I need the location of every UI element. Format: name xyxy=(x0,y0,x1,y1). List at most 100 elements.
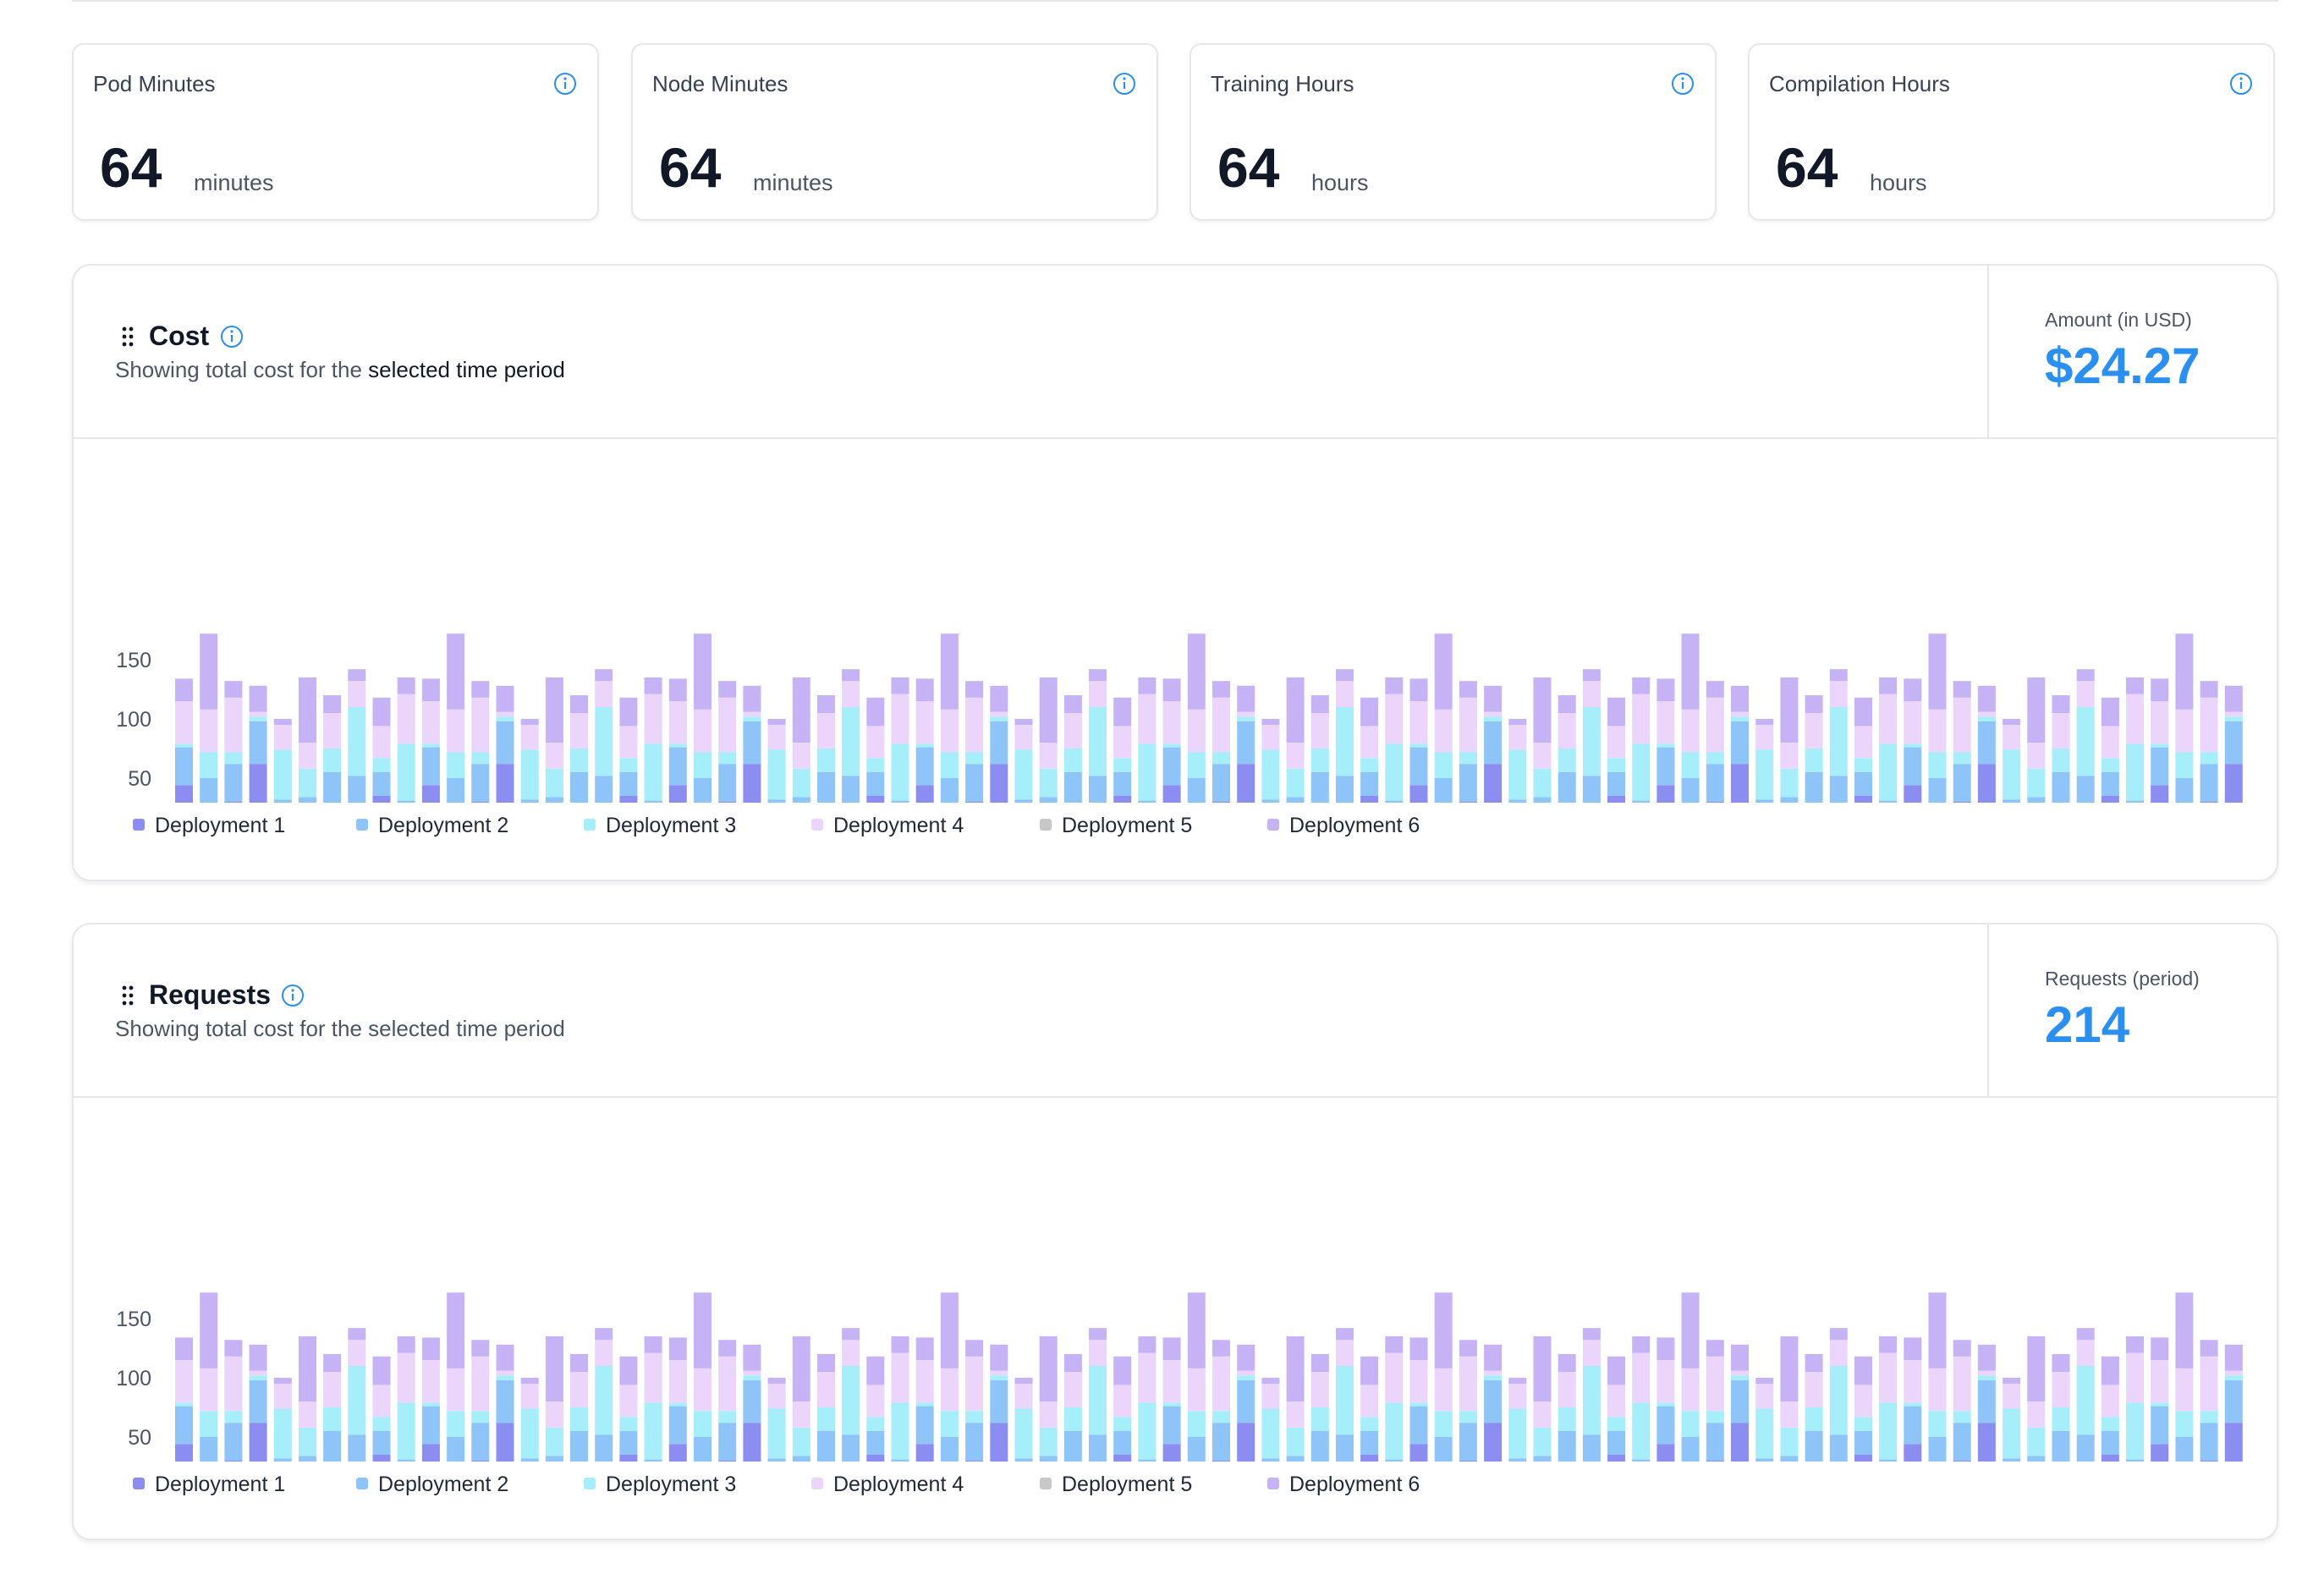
bar-segment[interactable] xyxy=(1977,1423,1996,1462)
bar-segment[interactable] xyxy=(915,743,934,748)
bar-segment[interactable] xyxy=(792,1336,810,1401)
bar-segment[interactable] xyxy=(595,707,613,776)
bar-segment[interactable] xyxy=(299,768,316,798)
bar-segment[interactable] xyxy=(718,752,737,765)
bar-segment[interactable] xyxy=(200,1437,218,1462)
bar-segment[interactable] xyxy=(940,1437,959,1462)
bar-segment[interactable] xyxy=(1409,678,1428,701)
bar-segment[interactable] xyxy=(421,1444,440,1462)
bar-segment[interactable] xyxy=(1138,694,1157,744)
bar-segment[interactable] xyxy=(1286,1427,1305,1456)
bar-segment[interactable] xyxy=(2126,800,2144,803)
bar-segment[interactable] xyxy=(496,721,514,765)
bar-segment[interactable] xyxy=(694,1411,711,1437)
bar-segment[interactable] xyxy=(1582,1340,1601,1366)
bar-segment[interactable] xyxy=(1656,1444,1675,1462)
bar-segment[interactable] xyxy=(224,752,243,765)
bar-segment[interactable] xyxy=(1187,778,1206,803)
bar-segment[interactable] xyxy=(842,681,860,707)
bar-segment[interactable] xyxy=(1286,797,1305,803)
bar-segment[interactable] xyxy=(1286,1401,1305,1428)
bar-segment[interactable] xyxy=(299,743,316,769)
bar-segment[interactable] xyxy=(2101,1356,2119,1385)
bar-segment[interactable] xyxy=(1656,701,1675,744)
bar-segment[interactable] xyxy=(1286,743,1305,769)
bar-segment[interactable] xyxy=(644,743,662,801)
bar-segment[interactable] xyxy=(1039,1456,1058,1462)
bar-segment[interactable] xyxy=(447,709,465,753)
bar-segment[interactable] xyxy=(1829,1434,1848,1462)
bar-segment[interactable] xyxy=(1533,677,1552,743)
bar-segment[interactable] xyxy=(1336,669,1354,682)
bar-segment[interactable] xyxy=(570,695,588,713)
bar-segment[interactable] xyxy=(767,749,786,800)
bar-segment[interactable] xyxy=(175,678,193,701)
bar-segment[interactable] xyxy=(965,1423,984,1461)
bar-segment[interactable] xyxy=(348,1340,366,1366)
bar-segment[interactable] xyxy=(2076,776,2095,803)
bar-segment[interactable] xyxy=(249,1423,267,1462)
bar-segment[interactable] xyxy=(249,1375,267,1380)
bar-segment[interactable] xyxy=(1484,685,1503,712)
bar-segment[interactable] xyxy=(1212,752,1230,765)
bar-segment[interactable] xyxy=(1484,764,1503,803)
bar-segment[interactable] xyxy=(1187,1411,1206,1437)
bar-segment[interactable] xyxy=(249,711,267,717)
bar-segment[interactable] xyxy=(1187,709,1206,753)
bar-segment[interactable] xyxy=(2027,1456,2046,1462)
bar-segment[interactable] xyxy=(1904,701,1922,744)
bar-segment[interactable] xyxy=(496,1344,514,1371)
bar-segment[interactable] xyxy=(200,1411,218,1437)
bar-segment[interactable] xyxy=(1484,711,1503,717)
bar-segment[interactable] xyxy=(891,1336,909,1353)
bar-segment[interactable] xyxy=(421,743,440,748)
bar-segment[interactable] xyxy=(2027,677,2046,743)
bar-segment[interactable] xyxy=(668,1406,687,1445)
bar-segment[interactable] xyxy=(1582,1366,1601,1435)
bar-segment[interactable] xyxy=(743,1370,761,1376)
bar-segment[interactable] xyxy=(2200,1423,2218,1461)
bar-segment[interactable] xyxy=(1904,1444,1922,1462)
info-icon[interactable] xyxy=(552,71,578,96)
legend-item[interactable]: Deployment 4 xyxy=(811,814,964,838)
bar-segment[interactable] xyxy=(1212,1423,1230,1461)
bar-segment[interactable] xyxy=(1829,1328,1848,1341)
bar-segment[interactable] xyxy=(1780,743,1799,769)
bar-segment[interactable] xyxy=(866,697,885,727)
bar-segment[interactable] xyxy=(372,1417,391,1431)
bar-segment[interactable] xyxy=(1656,747,1675,786)
bar-segment[interactable] xyxy=(1558,1372,1576,1407)
bar-segment[interactable] xyxy=(1237,1379,1255,1423)
bar-segment[interactable] xyxy=(299,1336,316,1401)
bar-segment[interactable] xyxy=(372,796,391,803)
bar-segment[interactable] xyxy=(299,677,316,743)
bar-segment[interactable] xyxy=(299,1427,316,1456)
bar-segment[interactable] xyxy=(668,1402,687,1407)
bar-segment[interactable] xyxy=(1113,796,1132,803)
bar-segment[interactable] xyxy=(1508,719,1527,725)
bar-segment[interactable] xyxy=(1459,764,1477,802)
bar-segment[interactable] xyxy=(1977,1375,1996,1380)
bar-segment[interactable] xyxy=(1681,1368,1700,1412)
bar-segment[interactable] xyxy=(520,749,539,800)
bar-segment[interactable] xyxy=(1138,1402,1157,1460)
bar-segment[interactable] xyxy=(1632,677,1651,694)
bar-segment[interactable] xyxy=(323,772,342,803)
bar-segment[interactable] xyxy=(1656,1406,1675,1445)
bar-segment[interactable] xyxy=(915,747,934,786)
bar-segment[interactable] xyxy=(545,1456,563,1462)
bar-segment[interactable] xyxy=(1706,764,1724,802)
bar-segment[interactable] xyxy=(570,749,588,772)
bar-segment[interactable] xyxy=(2151,701,2169,744)
bar-segment[interactable] xyxy=(249,685,267,712)
bar-segment[interactable] xyxy=(520,1384,539,1409)
bar-segment[interactable] xyxy=(2003,1378,2021,1384)
bar-segment[interactable] xyxy=(2151,785,2169,803)
bar-segment[interactable] xyxy=(718,697,737,753)
bar-segment[interactable] xyxy=(520,725,539,750)
bar-segment[interactable] xyxy=(817,695,835,713)
bar-segment[interactable] xyxy=(348,776,366,803)
bar-segment[interactable] xyxy=(372,1431,391,1455)
bar-segment[interactable] xyxy=(2224,711,2243,717)
bar-segment[interactable] xyxy=(595,681,613,707)
